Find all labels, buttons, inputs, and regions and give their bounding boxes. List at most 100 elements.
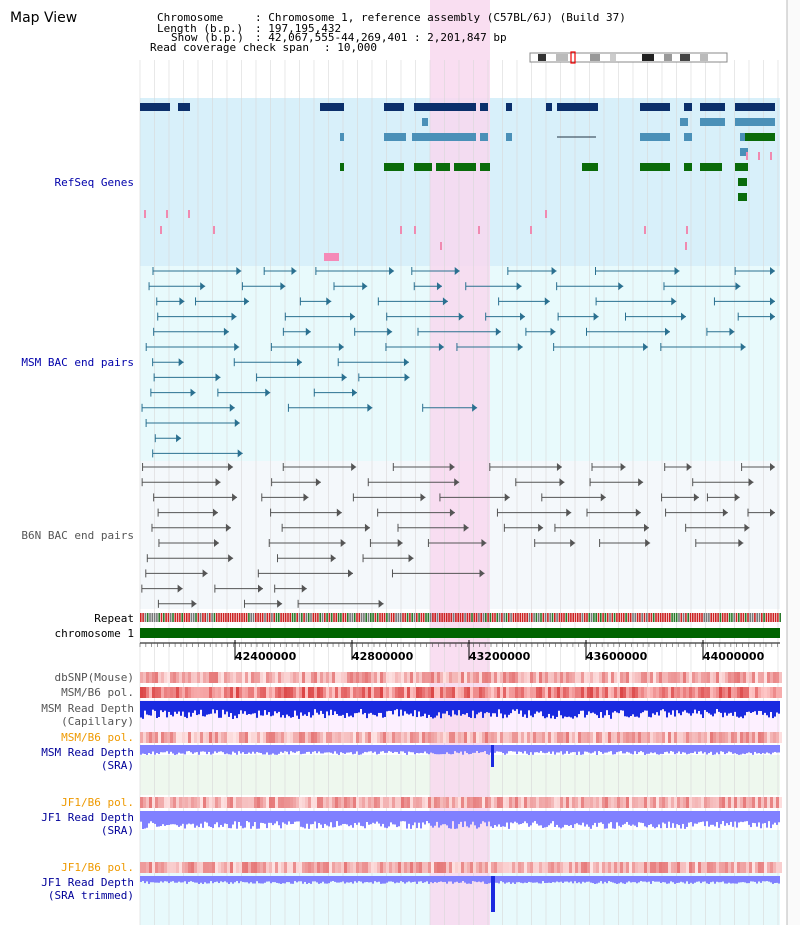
polymorphism-cell (524, 672, 527, 683)
read-depth-bar (530, 811, 532, 826)
read-depth-bar (536, 701, 538, 712)
repeat-element (728, 613, 731, 622)
read-depth-bar (744, 811, 746, 822)
read-depth-bar (248, 876, 250, 884)
read-depth-bar (768, 811, 770, 822)
read-depth-bar (162, 876, 164, 883)
repeat-element (482, 613, 485, 622)
polymorphism-cell (377, 797, 380, 808)
repeat-element (441, 613, 443, 622)
polymorphism-cell (368, 672, 371, 683)
polymorphism-cell (674, 797, 677, 808)
read-depth-bar (280, 876, 282, 884)
polymorphism-cell (527, 687, 530, 698)
b6n-bac-label[interactable]: B6N BAC end pairs (21, 529, 134, 542)
repeat-element (627, 613, 630, 622)
read-depth-bar (578, 745, 580, 752)
read-depth-bar (322, 745, 324, 754)
read-depth-bar (622, 876, 624, 884)
polymorphism-cell (452, 672, 455, 683)
read-depth-bar (678, 745, 680, 752)
polymorphism-cell (668, 862, 671, 873)
polymorphism-cell (581, 687, 584, 698)
polymorphism-cell (641, 687, 644, 698)
polymorphism-cell (284, 862, 287, 873)
read-depth-bar (520, 701, 522, 711)
b6n-bac-pair-arrow (336, 508, 342, 517)
repeat-element (549, 613, 551, 622)
polymorphism-cell (728, 672, 731, 683)
refseq-genes-label[interactable]: RefSeq Genes (54, 176, 134, 189)
read-depth-bar (722, 876, 724, 882)
read-depth-bar (668, 876, 670, 884)
read-depth-bar (722, 811, 724, 822)
repeat-element (255, 613, 257, 622)
repeat-element (547, 613, 549, 622)
read-depth-bar (434, 701, 436, 718)
polymorphism-cell (755, 732, 758, 743)
polymorphism-cell (617, 862, 620, 873)
polymorphism-cell (275, 862, 278, 873)
ideogram-band (556, 54, 568, 61)
read-depth-bar (324, 701, 326, 719)
repeat-element (678, 613, 680, 622)
read-depth-bar (158, 811, 160, 827)
msm-bac-pair-arrow (674, 267, 680, 275)
read-depth-bar (696, 745, 698, 755)
read-depth-bar (644, 701, 646, 711)
read-depth-bar (262, 811, 264, 824)
polymorphism-cell (299, 732, 302, 743)
repeat-element (330, 613, 333, 622)
read-depth-bar (738, 876, 740, 883)
read-depth-bar (604, 811, 606, 829)
read-depth-bar (668, 811, 670, 822)
polymorphism-cell (362, 797, 365, 808)
polymorphism-cell (449, 732, 452, 743)
read-depth-bar (326, 876, 328, 884)
polymorphism-cell (167, 862, 170, 873)
polymorphism-cell (278, 732, 281, 743)
read-depth-bar (444, 876, 446, 882)
polymorphism-cell (524, 732, 527, 743)
polymorphism-cell (596, 687, 599, 698)
repeat-element (324, 613, 326, 622)
polymorphism-cell (443, 732, 446, 743)
repeat-element (462, 613, 464, 622)
repeat-element (551, 613, 554, 622)
polymorphism-cell (476, 732, 479, 743)
polymorphism-cell (536, 797, 539, 808)
read-depth-bar (284, 745, 286, 752)
b6n-bac-pair-arrow (215, 478, 221, 487)
polymorphism-cell (578, 672, 581, 683)
msm-bac-pair-arrow (229, 403, 235, 412)
read-depth-bar (498, 811, 500, 825)
polymorphism-cell (608, 862, 611, 873)
read-depth-bar (374, 745, 376, 752)
polymorphism-cell (674, 672, 677, 683)
repeat-element (774, 613, 777, 622)
polymorphism-cell (461, 687, 464, 698)
polymorphism-cell (140, 687, 143, 698)
polymorphism-cell (143, 672, 146, 683)
polymorphism-cell (473, 862, 476, 873)
repeat-element (259, 613, 262, 622)
read-depth-bar (602, 701, 604, 718)
read-depth-bar (506, 701, 508, 718)
polymorphism-cell (743, 862, 746, 873)
read-depth-bar (186, 876, 188, 884)
refseq-gene-exon (745, 133, 775, 141)
read-depth-bar (574, 745, 576, 753)
polymorphism-cell (386, 672, 389, 683)
polymorphism-cell (398, 672, 401, 683)
read-depth-bar (458, 811, 460, 825)
read-depth-bar (402, 811, 404, 822)
msm-bac-pair-arrow (593, 312, 599, 321)
msm-bac-label[interactable]: MSM BAC end pairs (21, 356, 134, 369)
read-depth-bar (604, 701, 606, 716)
read-depth-bar (626, 745, 628, 752)
polymorphism-cell (602, 862, 605, 873)
polymorphism-cell (629, 797, 632, 808)
read-depth-bar (226, 811, 228, 824)
read-depth-bar (640, 811, 642, 823)
